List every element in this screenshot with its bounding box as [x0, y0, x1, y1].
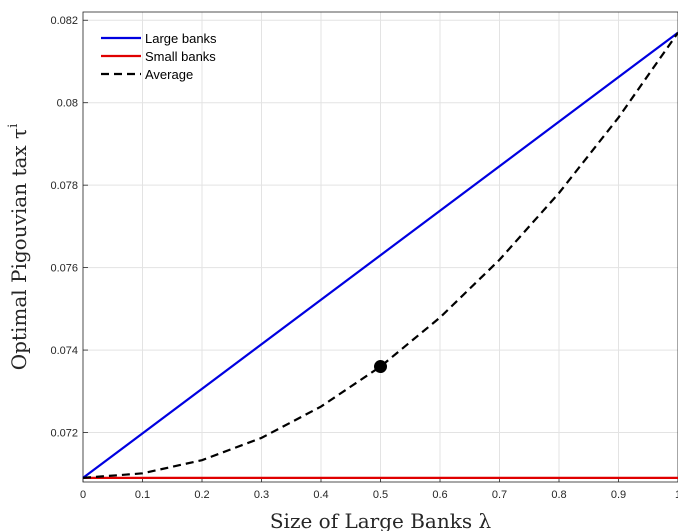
ticks: 0 0.1 0.2 0.3 0.4 0.5 0.6 0.7 0.8 0.9 1 0.072 0.074 0…: [50, 15, 678, 501]
x-tick-label: 0.9: [611, 489, 626, 501]
legend-label: Small banks: [145, 49, 216, 64]
legend-label: Large banks: [145, 31, 217, 46]
x-tick-label: 1: [675, 489, 678, 501]
y-tick-label: 0.08: [57, 98, 78, 110]
x-tick-label: 0.2: [194, 489, 209, 501]
y-tick-label: 0.074: [50, 345, 78, 357]
y-tick-label: 0.078: [50, 180, 78, 192]
series-layer: [82, 31, 678, 479]
series-line-large-banks: [82, 31, 678, 479]
x-tick-label: 0.1: [135, 489, 150, 501]
x-tick-label: 0.8: [551, 489, 566, 501]
x-tick-label: 0.5: [373, 489, 388, 501]
x-axis-label: Size of Large Banks λ: [270, 509, 492, 531]
grid: [82, 12, 678, 482]
y-axis-label-superscript: i: [6, 124, 21, 128]
x-tick-label: 0.6: [432, 489, 447, 501]
y-tick-label: 0.082: [50, 15, 78, 27]
x-tick-label: 0: [80, 489, 86, 501]
y-axis-label: Optimal Pigouvian tax τi: [6, 124, 31, 371]
y-tick-label: 0.076: [50, 263, 78, 275]
x-tick-label: 0.7: [492, 489, 507, 501]
x-tick-label: 0.4: [313, 489, 328, 501]
x-tick-label: 0.3: [254, 489, 269, 501]
legend: Large banks Small banks Average: [101, 31, 217, 82]
y-axis-label-text: Optimal Pigouvian tax τ: [7, 128, 31, 370]
legend-label: Average: [145, 67, 193, 82]
series-line-average: [82, 31, 678, 479]
highlight-marker: [374, 360, 387, 374]
y-tick-label: 0.072: [50, 428, 78, 440]
